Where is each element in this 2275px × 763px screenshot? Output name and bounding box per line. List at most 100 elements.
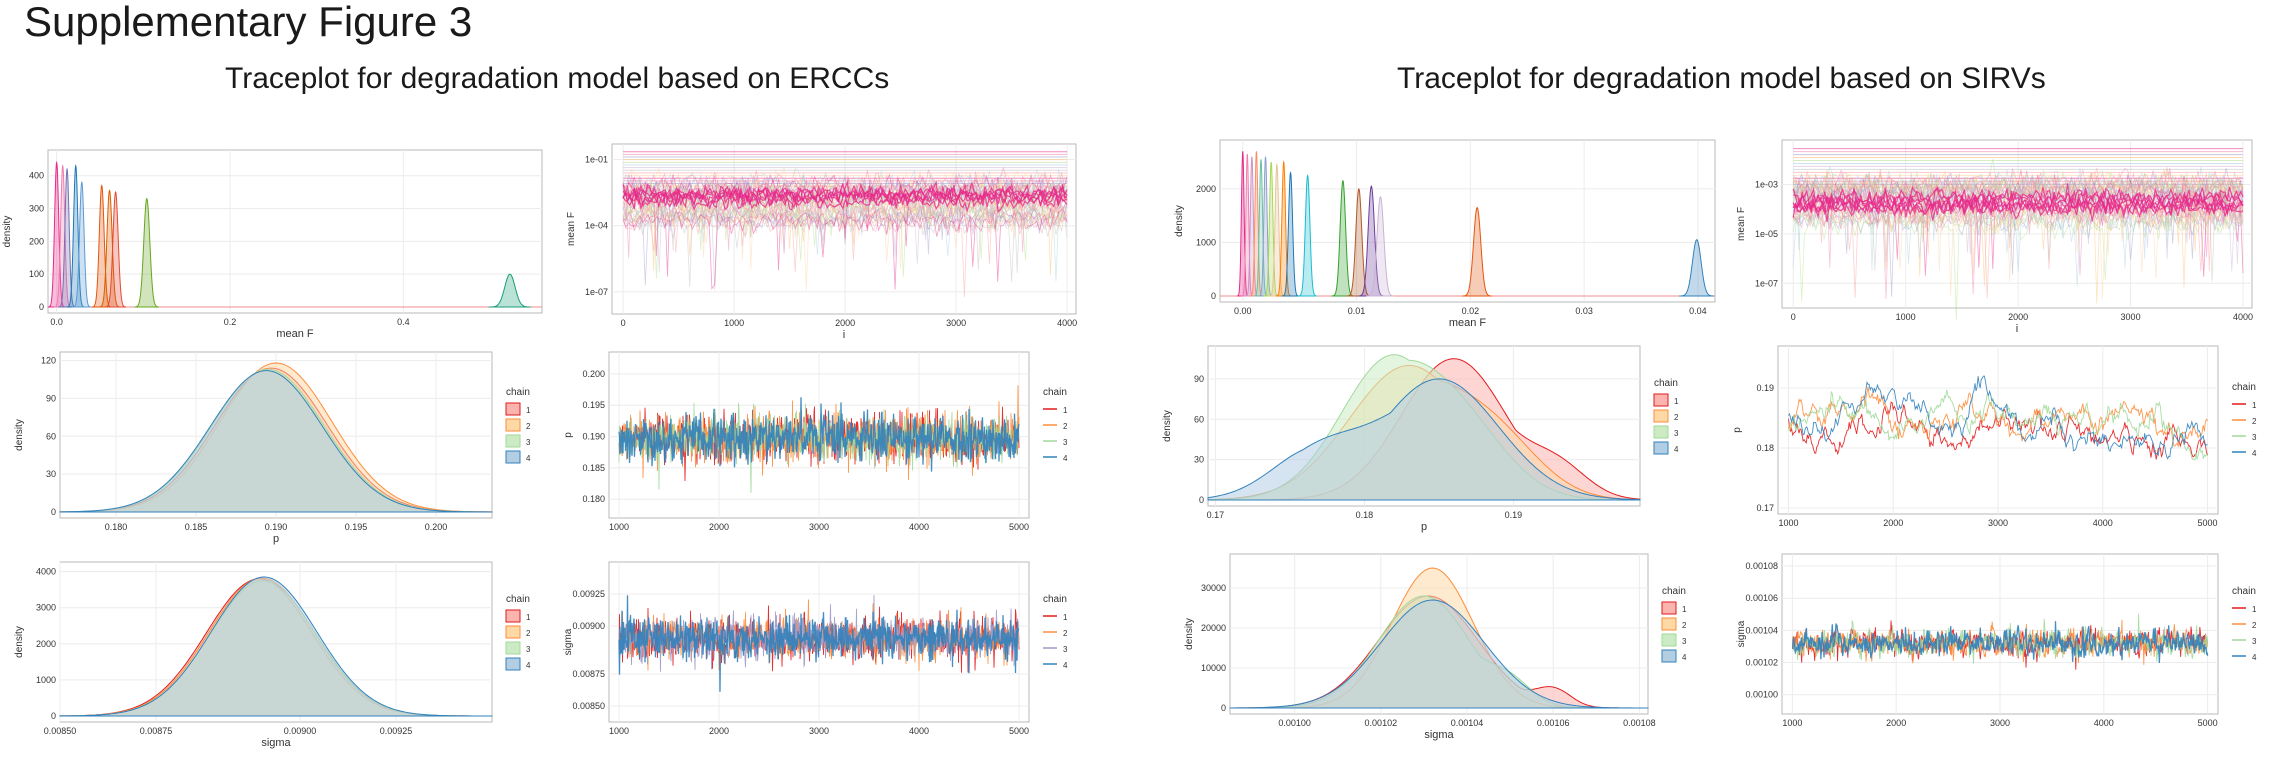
ercc-meanF-trace-trace-line (622, 187, 1068, 272)
sirv-meanF-trace-trace-line (1792, 200, 2244, 279)
sirv-meanF-density-peak (1269, 162, 1285, 297)
sirv-meanF-trace-trace-line (1792, 167, 2244, 268)
sirv-meanF-trace-trace-line (1792, 195, 2244, 272)
sirv-sigma-trace-y-tick-label: 0.00102 (1745, 658, 1778, 668)
sirv-meanF-density-peak (1346, 187, 1371, 297)
ercc-p-density-legend-key (505, 450, 521, 464)
ercc-sigma-density-legend-key (505, 657, 521, 671)
ercc-p-trace-legend-label: 2 (1063, 422, 1068, 431)
sirv-sigma-trace-panel: 1000 2000 3000 4000 5000 0.00100 0.00102 0.0010… (1736, 553, 2257, 728)
ercc-meanF-density-panel: 0.0 0.2 0.4 0 100 200 300 400 mean F density (2, 149, 543, 340)
ercc-meanF-trace-trace-line (622, 200, 1068, 291)
ercc-meanF-trace-x-tick-label: 1000 (724, 318, 744, 328)
sirv-meanF-trace-trace-line (1792, 173, 2244, 271)
sirv-p-density-legend-key (1653, 425, 1669, 439)
ercc-meanF-density-plot-area (47, 149, 543, 314)
sirv-meanF-trace-trace-line (1792, 202, 2244, 297)
sirv-meanF-trace-y-tick-label: 1e-07 (1755, 278, 1778, 288)
sirv-meanF-trace-y-label: mean F (1736, 207, 1747, 241)
sirv-meanF-trace-trace-line (1793, 200, 2244, 287)
ercc-p-trace-panel: 1000 2000 3000 4000 5000 0.180 0.185 0.190 0.195… (563, 351, 1068, 532)
ercc-meanF-trace-trace-line (622, 198, 1068, 282)
ercc-p-trace-y-tick-label: 0.180 (582, 494, 605, 504)
ercc-meanF-trace-panel: 0 1000 2000 3000 4000 1e-01 1e-04 1e-07 i mean F (566, 143, 1077, 341)
sirv-sigma-trace-y-tick-label: 0.00104 (1745, 625, 1778, 635)
ercc-meanF-density-peak (58, 167, 76, 308)
ercc-meanF-trace-y-tick-label: 1e-01 (585, 154, 608, 164)
sirv-p-density-series-4 (1207, 378, 1641, 501)
ercc-p-density-y-tick-label: 90 (46, 393, 56, 403)
ercc-panel-title: Traceplot for degradation model based on… (225, 62, 890, 95)
sirv-p-trace-y-tick-label: 0.18 (1756, 443, 1774, 453)
ercc-meanF-trace-x-label: i (843, 329, 845, 341)
ercc-meanF-density-y-tick-label: 200 (29, 236, 44, 246)
sirv-sigma-density-x-tick-label: 0.00102 (1365, 718, 1398, 728)
ercc-p-density-y-tick-label: 60 (46, 431, 56, 441)
ercc-p-density-legend-label: 3 (526, 438, 531, 447)
sirv-sigma-trace-y-tick-label: 0.00100 (1745, 690, 1778, 700)
ercc-p-trace-legend-label: 1 (1063, 406, 1068, 415)
ercc-meanF-density-x-label: mean F (276, 328, 314, 340)
sirv-meanF-trace-x-tick-label: 3000 (2121, 312, 2141, 322)
sirv-meanF-trace-trace-line (1793, 192, 2244, 300)
sirv-sigma-density-x-tick-label: 0.00100 (1278, 718, 1311, 728)
ercc-meanF-density-y-label: density (2, 216, 13, 248)
sirv-sigma-trace-x-tick-label: 1000 (1782, 718, 1802, 728)
ercc-sigma-trace-y-tick-label: 0.00900 (572, 621, 605, 631)
sirv-meanF-density-x-tick-label: 0.04 (1689, 306, 1707, 316)
ercc-meanF-trace-trace-line (622, 168, 1068, 196)
ercc-meanF-density-peak (98, 189, 120, 308)
ercc-sigma-density-panel: 0.00850 0.00875 0.00900 0.00925 0 1000 2000 300… (14, 561, 531, 749)
sirv-p-trace-panel: 1000 2000 3000 4000 5000 0.17 0.18 0.19 p chain 1 2… (1732, 345, 2257, 528)
ercc-p-density-y-tick-label: 0 (51, 507, 56, 517)
sirv-p-trace-y-tick-label: 0.17 (1756, 503, 1774, 513)
sirv-meanF-density-peak (1263, 161, 1279, 297)
ercc-meanF-trace-plot-area (611, 143, 1077, 315)
ercc-meanF-trace-trace-line (622, 208, 1068, 298)
ercc-sigma-trace-x-tick-label: 1000 (609, 726, 629, 736)
ercc-sigma-density-y-tick-label: 3000 (36, 603, 56, 613)
sirv-p-density-x-label: p (1421, 521, 1427, 533)
ercc-meanF-density-y-tick-label: 400 (29, 171, 44, 181)
sirv-meanF-density-x-tick-label: 0.01 (1348, 306, 1366, 316)
ercc-meanF-trace-trace-line (622, 191, 1068, 279)
sirv-sigma-density-legend-label: 4 (1682, 653, 1687, 662)
sirv-meanF-trace-panel: 0 1000 2000 3000 4000 1e-03 1e-05 1e-07 i mean F (1736, 139, 2253, 335)
ercc-meanF-trace-trace-line (622, 186, 1068, 276)
sirv-meanF-trace-trace-line (1792, 194, 2244, 222)
ercc-p-density-series-4 (59, 370, 493, 513)
sirv-sigma-density-legend-title: chain (1662, 586, 1686, 597)
ercc-sigma-density-legend-title: chain (506, 594, 530, 605)
ercc-sigma-density-legend-label: 2 (526, 629, 531, 638)
ercc-sigma-density-y-tick-label: 2000 (36, 639, 56, 649)
ercc-meanF-trace-trace-line (622, 205, 1068, 290)
sirv-sigma-density-y-tick-label: 30000 (1201, 583, 1226, 593)
ercc-p-trace-legend-label: 3 (1063, 438, 1068, 447)
ercc-meanF-density-x-tick-label: 0.2 (224, 317, 237, 327)
ercc-sigma-trace-legend-label: 1 (1063, 613, 1068, 622)
ercc-p-trace-y-tick-label: 0.195 (582, 400, 605, 410)
ercc-meanF-density-y-tick-label: 300 (29, 204, 44, 214)
sirv-meanF-density-peak (1462, 206, 1492, 297)
ercc-meanF-trace-trace-line (622, 201, 1068, 264)
ercc-meanF-trace-trace-line (622, 203, 1068, 239)
ercc-sigma-trace-legend-label: 4 (1063, 661, 1068, 670)
sirv-meanF-density-peak (1275, 160, 1292, 297)
sirv-meanF-trace-trace-line (1792, 174, 2244, 283)
ercc-sigma-density-y-label: density (14, 626, 25, 658)
sirv-sigma-density-legend-label: 1 (1682, 605, 1687, 614)
sirv-meanF-trace-trace-line (1793, 165, 2244, 271)
sirv-meanF-trace-trace-line (1793, 167, 2244, 249)
ercc-p-trace-y-label: p (563, 432, 574, 438)
sirv-p-density-y-tick-label: 90 (1194, 374, 1204, 384)
sirv-sigma-density-legend-key (1661, 601, 1677, 615)
ercc-meanF-trace-trace-line (622, 206, 1068, 288)
sirv-meanF-density-peak (1358, 185, 1385, 297)
sirv-sigma-trace-legend-label: 2 (2252, 621, 2257, 630)
ercc-p-trace-x-tick-label: 5000 (1009, 522, 1029, 532)
sirv-meanF-trace-trace-line (1792, 175, 2244, 211)
sirv-sigma-density-x-tick-label: 0.00106 (1537, 718, 1570, 728)
ercc-meanF-trace-trace-line (622, 173, 1068, 256)
ercc-p-trace-y-tick-label: 0.185 (582, 463, 605, 473)
ercc-meanF-trace-trace-line (622, 188, 1068, 213)
